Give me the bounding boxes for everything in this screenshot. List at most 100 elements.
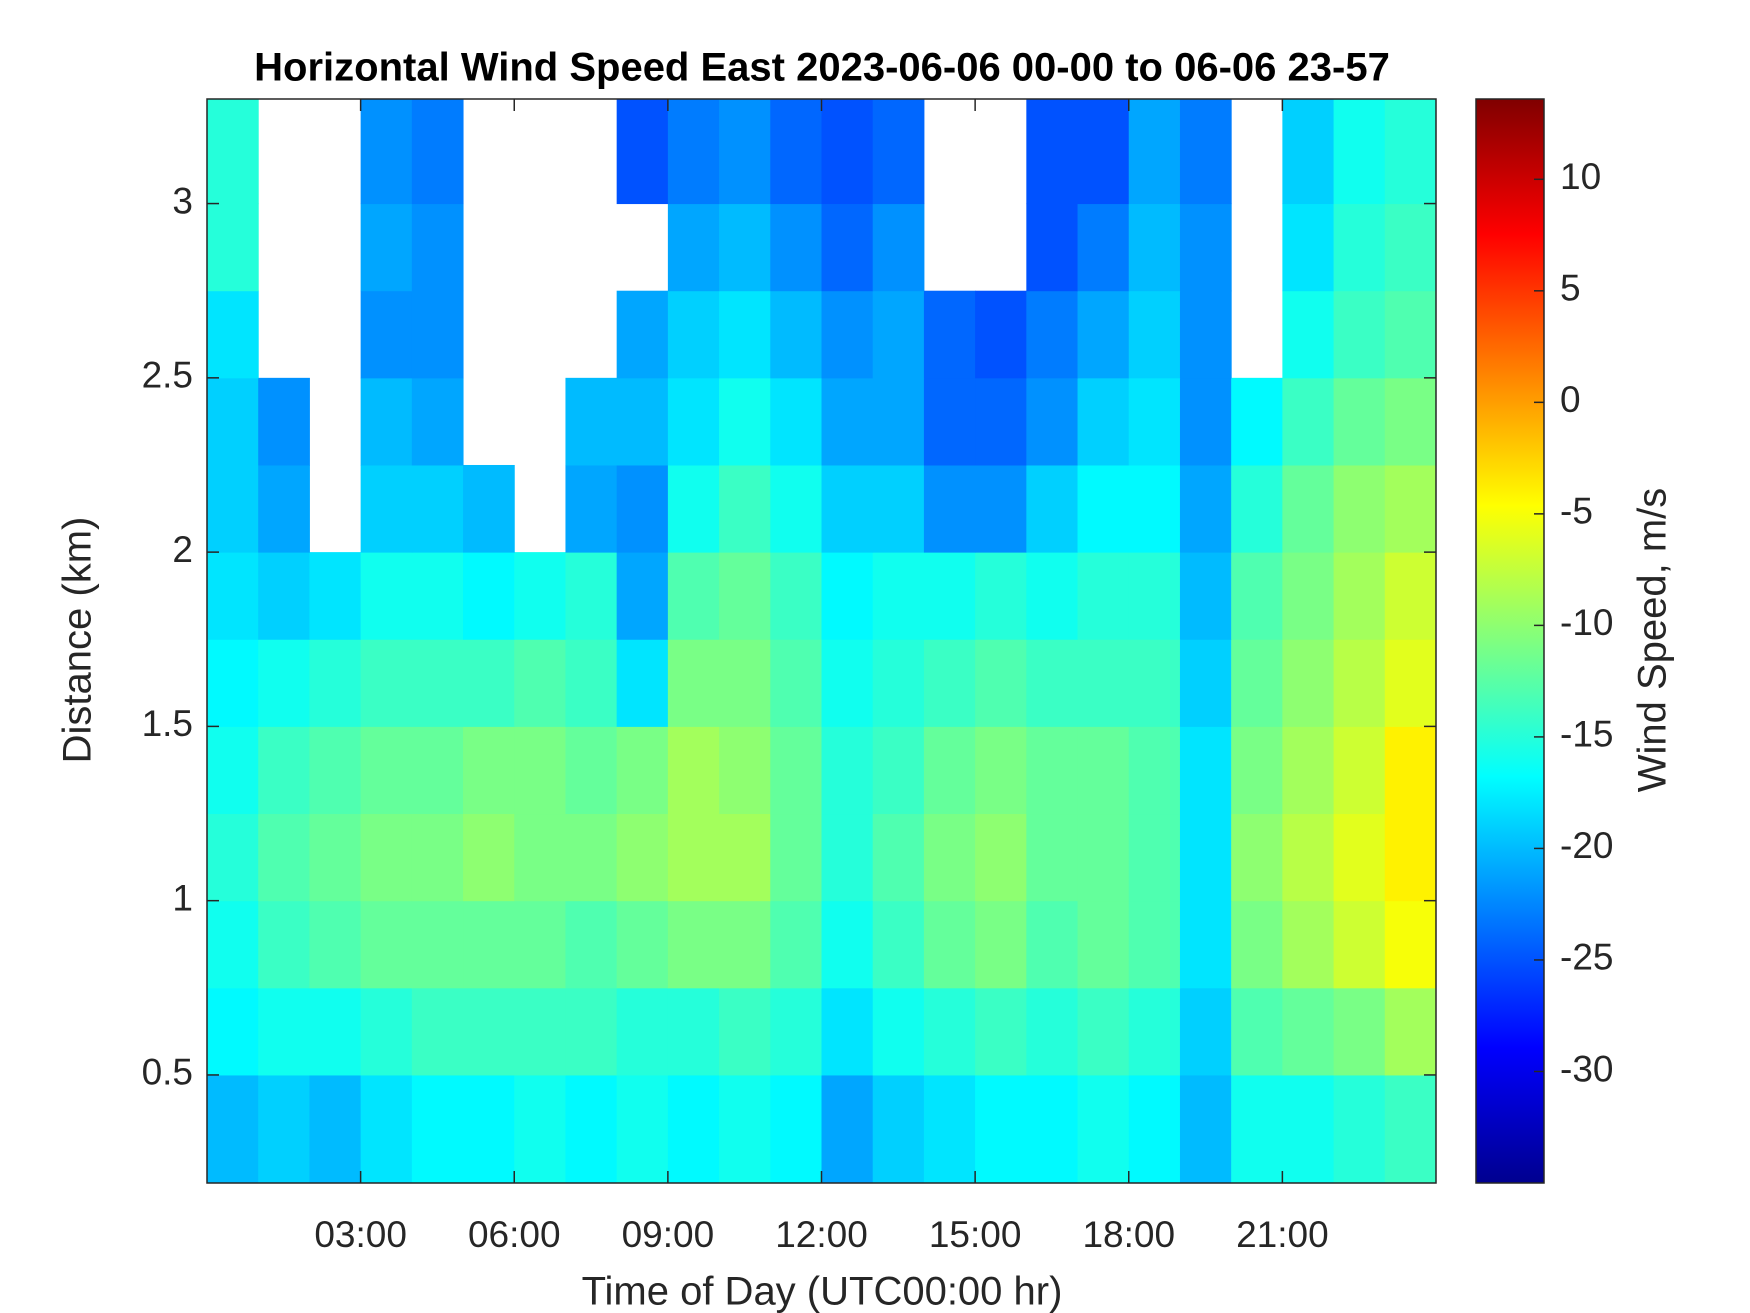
heatmap-cell [1026,552,1079,640]
heatmap-cell [1179,900,1232,989]
heatmap-cell [1128,987,1181,1076]
heatmap-cell [1026,290,1079,379]
heatmap-cell [1077,464,1130,553]
heatmap-cell [207,1074,259,1184]
heatmap-cell [565,900,618,989]
heatmap-cell [1179,377,1232,466]
heatmap-cell [565,464,618,553]
heatmap-cell [1026,813,1079,902]
heatmap-cell [719,203,771,292]
heatmap-cell [1282,987,1335,1076]
heatmap-cell [258,552,310,640]
heatmap-cell [463,1074,515,1184]
heatmap-cell [1333,1074,1386,1184]
heatmap-cell [667,639,720,727]
heatmap-cell [463,900,515,989]
heatmap-cell [872,203,925,292]
y-axis-label: Distance (km) [56,517,100,764]
heatmap-cell [923,290,976,379]
heatmap-cell [1282,552,1335,640]
heatmap-cell [1231,900,1283,989]
heatmap-cell [565,1074,618,1184]
y-tick-label: 2 [172,529,193,570]
heatmap-cell [923,813,976,902]
heatmap-cell [1282,203,1335,292]
heatmap-cell [616,464,669,553]
colorbar-tick-label: 0 [1560,379,1581,420]
heatmap-cell [1384,290,1437,379]
heatmap-cell [258,1074,310,1184]
heatmap-cell [1077,203,1130,292]
heatmap-cell [821,377,874,466]
heatmap-cell [667,1074,720,1184]
heatmap-cell [411,1074,464,1184]
colorbar [1475,98,1545,1184]
heatmap-cell [1333,900,1386,989]
x-tick-label: 18:00 [1082,1214,1175,1255]
x-tick-label: 09:00 [622,1214,715,1255]
heatmap-cell [616,813,669,902]
heatmap-cell [1384,203,1437,292]
heatmap-cell [923,987,976,1076]
heatmap-cell [411,552,464,640]
heatmap-cell [821,203,874,292]
y-tick-label: 0.5 [142,1052,193,1093]
heatmap-cell [565,987,618,1076]
heatmap-cell [1384,552,1437,640]
heatmap-cell [360,99,413,205]
heatmap-cell [514,1074,566,1184]
heatmap-cell [1333,290,1386,379]
heatmap-cell [514,639,566,727]
heatmap-cell [616,900,669,989]
heatmap-cell [1282,639,1335,727]
heatmap-cell [1077,813,1130,902]
heatmap-cell [1333,639,1386,727]
heatmap-cell [821,99,874,205]
heatmap-cell [975,377,1027,466]
heatmap-cell [411,813,464,902]
heatmap-cell [1333,552,1386,640]
heatmap-cell [821,1074,874,1184]
heatmap-cell [719,377,771,466]
heatmap-cell [719,987,771,1076]
heatmap-cell [770,639,822,727]
heatmap-cell [1282,290,1335,379]
heatmap-cell [1179,639,1232,727]
heatmap-cell [1333,377,1386,466]
heatmap-cell [1077,552,1130,640]
heatmap-cell [1128,813,1181,902]
heatmap-cell [1384,1074,1437,1184]
heatmap-cell [411,987,464,1076]
heatmap-cell [1179,1074,1232,1184]
heatmap-cell [1384,726,1437,815]
heatmap-cell [1282,464,1335,553]
heatmap-cell [975,639,1027,727]
heatmap-cell [1128,203,1181,292]
heatmap-cell [770,813,822,902]
heatmap-cell [360,290,413,379]
heatmap-cell [309,813,362,902]
heatmap-cell [770,464,822,553]
heatmap-cell [207,987,259,1076]
colorbar-tick-label: -20 [1560,825,1613,866]
heatmap-cell [463,552,515,640]
heatmap-cell [360,639,413,727]
heatmap-cell [1128,464,1181,553]
heatmap-cell [1179,552,1232,640]
heatmap-cell [975,813,1027,902]
heatmap-cell [1077,900,1130,989]
heatmap-cell [872,813,925,902]
heatmap-cell [975,1074,1027,1184]
heatmap-cell [514,726,566,815]
heatmap-cell [719,900,771,989]
heatmap-cell [719,639,771,727]
heatmap-cell [719,552,771,640]
heatmap-cell [207,726,259,815]
chart-title: Horizontal Wind Speed East 2023-06-06 00… [254,46,1390,90]
heatmap-cell [872,987,925,1076]
heatmap-cell [207,99,259,205]
heatmap-cell [1384,464,1437,553]
heatmap-cell [360,464,413,553]
heatmap-cell [207,203,259,292]
